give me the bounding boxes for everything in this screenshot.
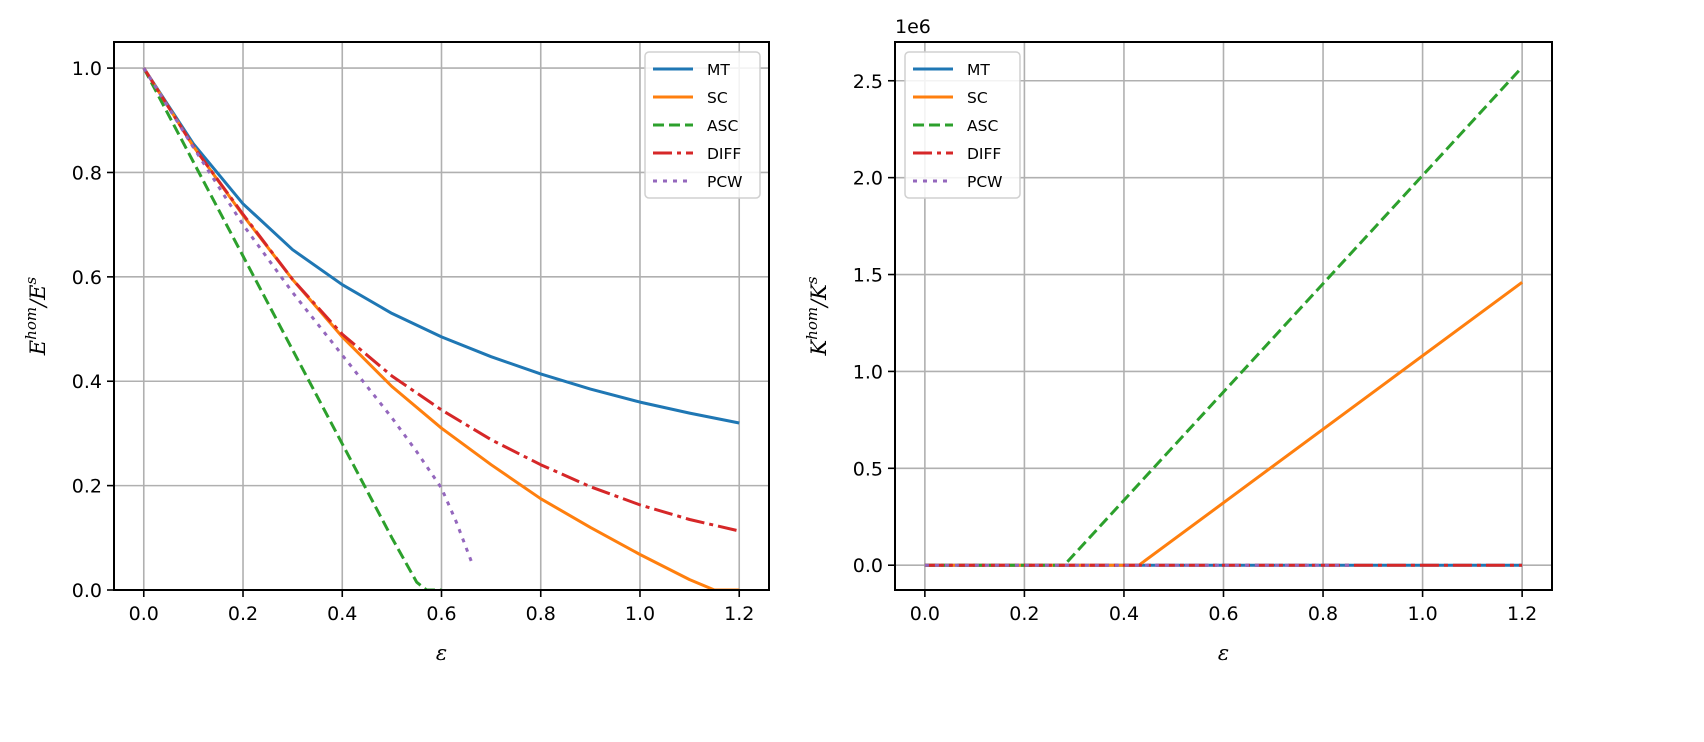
y-tick-label: 0.8 (72, 162, 102, 184)
y-label-sup: s (803, 276, 821, 284)
series-line-asc (142, 67, 442, 590)
legend-label-pcw: PCW (967, 173, 1003, 191)
y-label-slash: /K (807, 283, 831, 309)
legend-label-diff: DIFF (707, 145, 741, 163)
legend-label-mt: MT (967, 61, 990, 79)
y-tick-label: 0.5 (853, 458, 883, 480)
x-tick-label: 1.2 (1507, 603, 1537, 625)
legend: MT SC ASC DIFF PCW (644, 51, 761, 199)
y-tick-label: 2.5 (853, 71, 883, 93)
x-tick-label: 0.8 (526, 603, 556, 625)
legend-label-sc: SC (707, 89, 728, 107)
legend-box (644, 51, 761, 199)
y-tick-label: 1.5 (853, 265, 883, 287)
x-tick-label: 1.0 (625, 603, 655, 625)
y-label-sup: hom (803, 307, 821, 340)
series-line-pcw (142, 67, 473, 562)
y-label-base: E (26, 340, 50, 356)
y-tick-label: 2.0 (853, 168, 883, 190)
x-tick-label: 1.0 (1407, 603, 1437, 625)
x-tick-label: 0.0 (910, 603, 940, 625)
y-offset-label: 1e6 (895, 16, 931, 38)
y-tick-label: 0.0 (853, 555, 883, 577)
legend-label-asc: ASC (967, 117, 998, 135)
y-label-sup: s (22, 277, 40, 285)
x-tick-label: 0.6 (1208, 603, 1238, 625)
x-tick-label: 0.2 (1009, 603, 1039, 625)
y-label-base: K (807, 339, 831, 357)
x-tick-label: 0.4 (327, 603, 357, 625)
y-tick-label: 0.2 (72, 476, 102, 498)
legend-label-asc: ASC (707, 117, 738, 135)
y-tick-label: 1.0 (853, 361, 883, 383)
y-axis-label: Khom/Ks (803, 276, 831, 356)
x-tick-label: 0.2 (228, 603, 258, 625)
x-tick-label: 0.4 (1109, 603, 1139, 625)
series-group (924, 66, 1524, 567)
x-tick-label: 0.6 (426, 603, 456, 625)
legend-label-sc: SC (967, 89, 988, 107)
y-tick-label: 0.0 (72, 580, 102, 602)
y-axis-label: Ehom/Es (22, 277, 50, 357)
plot-right: 0.0 0.2 0.4 0.6 0.8 1.0 1.2 0.0 0.5 1.0 1.5 2.0 2.5 ε… (803, 16, 1553, 665)
x-axis-label: ε (1218, 641, 1229, 665)
x-tick-label: 1.2 (724, 603, 754, 625)
y-tick-label: 1.0 (72, 58, 102, 80)
legend-label-mt: MT (707, 61, 730, 79)
legend-label-diff: DIFF (967, 145, 1001, 163)
y-tick-label: 0.6 (72, 267, 102, 289)
x-tick-label: 0.8 (1308, 603, 1338, 625)
y-tick-label: 0.4 (72, 371, 102, 393)
series-line-mt (142, 67, 740, 425)
y-label-sup: hom (22, 307, 40, 340)
legend-box (904, 51, 1021, 199)
legend-label-pcw: PCW (707, 173, 743, 191)
y-label-slash: /E (26, 285, 50, 309)
series-group (142, 67, 740, 590)
series-line-diff (142, 67, 740, 533)
plot-left: 0.0 0.2 0.4 0.6 0.8 1.0 1.2 0.0 0.2 0.4 0.6 0.8 1.0 ε… (22, 41, 770, 665)
x-axis-label: ε (436, 641, 447, 665)
legend: MT SC ASC DIFF PCW (904, 51, 1021, 199)
x-tick-label: 0.0 (129, 603, 159, 625)
